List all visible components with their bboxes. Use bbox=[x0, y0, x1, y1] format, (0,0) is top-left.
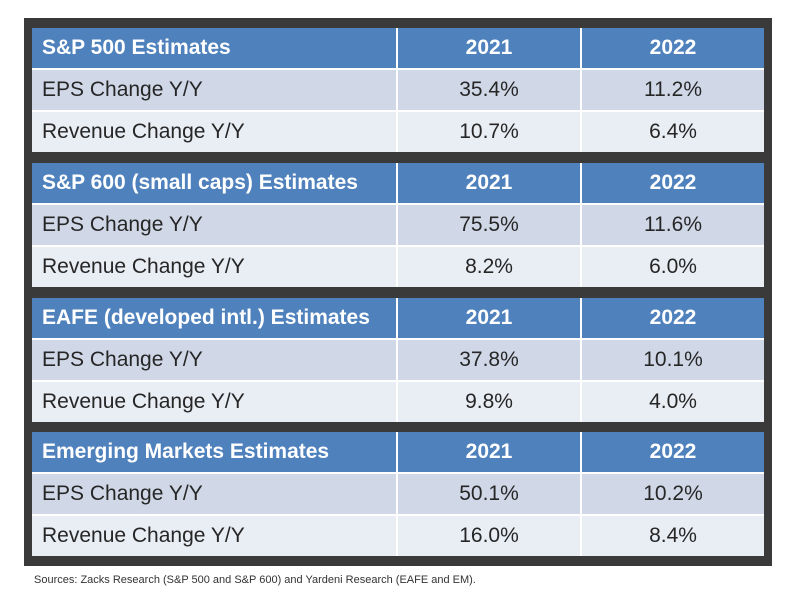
source-note: Sources: Zacks Research (S&P 500 and S&P… bbox=[34, 574, 476, 586]
row-value: 10.7% bbox=[398, 112, 580, 152]
row-value: 8.2% bbox=[398, 247, 580, 287]
row-label: Revenue Change Y/Y bbox=[32, 112, 396, 152]
table-row: EPS Change Y/Y 37.8% 10.1% bbox=[32, 340, 764, 382]
table-header-row: S&P 500 Estimates 2021 2022 bbox=[32, 28, 764, 70]
row-value: 11.2% bbox=[582, 70, 764, 110]
table-header-row: EAFE (developed intl.) Estimates 2021 20… bbox=[32, 298, 764, 340]
row-value: 35.4% bbox=[398, 70, 580, 110]
table-row: EPS Change Y/Y 50.1% 10.2% bbox=[32, 474, 764, 516]
row-value: 6.0% bbox=[582, 247, 764, 287]
table-header-row: S&P 600 (small caps) Estimates 2021 2022 bbox=[32, 163, 764, 205]
year-header: 2022 bbox=[582, 432, 764, 472]
table-row: Revenue Change Y/Y 9.8% 4.0% bbox=[32, 382, 764, 422]
table-sp500: S&P 500 Estimates 2021 2022 EPS Change Y… bbox=[32, 28, 764, 152]
year-header: 2021 bbox=[398, 28, 580, 68]
table-row: EPS Change Y/Y 35.4% 11.2% bbox=[32, 70, 764, 112]
row-label: Revenue Change Y/Y bbox=[32, 516, 396, 556]
table-header-row: Emerging Markets Estimates 2021 2022 bbox=[32, 432, 764, 474]
table-title: S&P 600 (small caps) Estimates bbox=[32, 163, 396, 203]
year-header: 2022 bbox=[582, 28, 764, 68]
row-value: 11.6% bbox=[582, 205, 764, 245]
row-value: 10.1% bbox=[582, 340, 764, 380]
year-header: 2021 bbox=[398, 163, 580, 203]
row-value: 8.4% bbox=[582, 516, 764, 556]
row-label: EPS Change Y/Y bbox=[32, 205, 396, 245]
table-title: S&P 500 Estimates bbox=[32, 28, 396, 68]
row-value: 10.2% bbox=[582, 474, 764, 514]
table-row: Revenue Change Y/Y 16.0% 8.4% bbox=[32, 516, 764, 556]
row-label: EPS Change Y/Y bbox=[32, 70, 396, 110]
row-value: 50.1% bbox=[398, 474, 580, 514]
row-label: Revenue Change Y/Y bbox=[32, 382, 396, 422]
table-eafe: EAFE (developed intl.) Estimates 2021 20… bbox=[32, 298, 764, 422]
row-value: 16.0% bbox=[398, 516, 580, 556]
row-value: 9.8% bbox=[398, 382, 580, 422]
year-header: 2022 bbox=[582, 163, 764, 203]
table-row: EPS Change Y/Y 75.5% 11.6% bbox=[32, 205, 764, 247]
table-row: Revenue Change Y/Y 10.7% 6.4% bbox=[32, 112, 764, 152]
table-title: EAFE (developed intl.) Estimates bbox=[32, 298, 396, 338]
row-label: Revenue Change Y/Y bbox=[32, 247, 396, 287]
year-header: 2021 bbox=[398, 432, 580, 472]
year-header: 2022 bbox=[582, 298, 764, 338]
row-label: EPS Change Y/Y bbox=[32, 340, 396, 380]
row-value: 4.0% bbox=[582, 382, 764, 422]
row-value: 75.5% bbox=[398, 205, 580, 245]
row-value: 6.4% bbox=[582, 112, 764, 152]
estimates-table-frame: S&P 500 Estimates 2021 2022 EPS Change Y… bbox=[24, 18, 772, 566]
table-sp600: S&P 600 (small caps) Estimates 2021 2022… bbox=[32, 163, 764, 287]
year-header: 2021 bbox=[398, 298, 580, 338]
table-title: Emerging Markets Estimates bbox=[32, 432, 396, 472]
row-label: EPS Change Y/Y bbox=[32, 474, 396, 514]
table-emerging-markets: Emerging Markets Estimates 2021 2022 EPS… bbox=[32, 432, 764, 556]
row-value: 37.8% bbox=[398, 340, 580, 380]
table-row: Revenue Change Y/Y 8.2% 6.0% bbox=[32, 247, 764, 287]
